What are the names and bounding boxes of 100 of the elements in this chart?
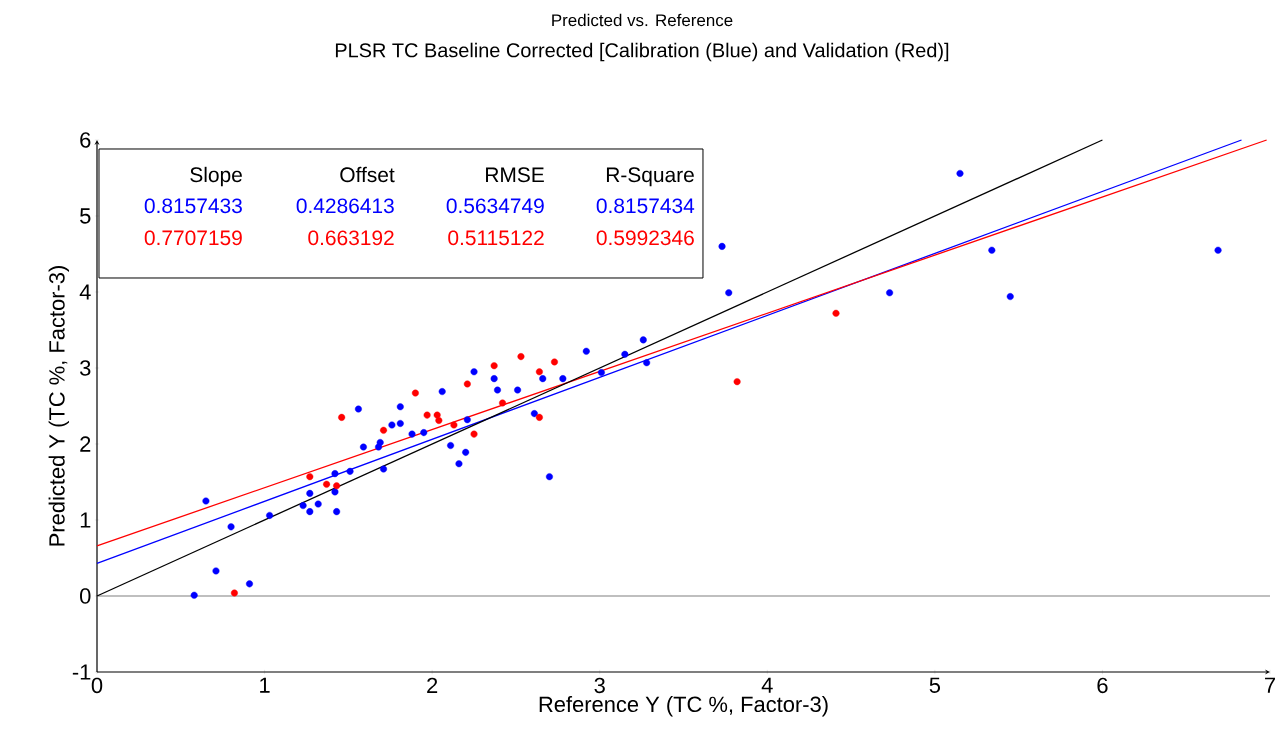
- point: [517, 353, 525, 361]
- point: [230, 589, 238, 597]
- x-tick-label: 3: [594, 677, 605, 694]
- x-tick-label: 7: [1265, 677, 1275, 693]
- annotation: 0.5115122: [448, 230, 544, 246]
- point: [331, 488, 339, 496]
- point: [246, 580, 253, 588]
- annotation: 0.663192: [308, 230, 394, 246]
- point: [331, 470, 339, 478]
- point: [597, 369, 605, 377]
- y-tick-label: 6: [80, 132, 91, 148]
- point: [535, 413, 543, 421]
- annotation: 0.8157434: [596, 198, 695, 214]
- point: [323, 480, 331, 488]
- annotation: 0.5992346: [596, 230, 694, 246]
- y-tick-label: 0: [80, 588, 91, 604]
- x-tick-label: 4: [761, 677, 773, 693]
- point: [470, 368, 478, 376]
- point: [886, 289, 894, 297]
- point: [423, 411, 431, 419]
- annotation: 0.5634749: [446, 198, 544, 214]
- point: [1214, 246, 1222, 254]
- x-tick-label: 0: [91, 677, 103, 694]
- point: [396, 419, 404, 427]
- point: [462, 448, 470, 456]
- point: [514, 386, 522, 394]
- point: [202, 497, 210, 505]
- point: [470, 430, 478, 438]
- point: [559, 375, 567, 383]
- point: [314, 500, 322, 508]
- chart-title: Predicted vs. Reference: [552, 13, 733, 27]
- point: [408, 430, 416, 438]
- point: [530, 410, 538, 418]
- point: [621, 350, 629, 358]
- annotation: R-Square: [606, 167, 694, 187]
- point: [718, 242, 726, 250]
- x-tick-label: 1: [260, 677, 270, 693]
- annotation: 0.7707159: [144, 230, 242, 246]
- x-tick-label: 6: [1097, 677, 1108, 694]
- point: [333, 508, 341, 516]
- point: [346, 467, 354, 475]
- point: [420, 429, 428, 437]
- annotation: Offset: [340, 166, 395, 183]
- point: [435, 416, 443, 424]
- point: [450, 421, 458, 429]
- point: [545, 473, 553, 481]
- y-tick-label: -1: [72, 664, 91, 680]
- point: [438, 388, 446, 396]
- point: [359, 443, 367, 451]
- point: [338, 413, 346, 421]
- point: [733, 378, 741, 386]
- y-tick-label: 4: [79, 284, 91, 300]
- point: [582, 347, 590, 355]
- point: [499, 399, 507, 407]
- annotation: RMSE: [486, 167, 544, 183]
- point: [539, 375, 547, 383]
- x-tick-label: 5: [929, 677, 941, 693]
- point: [490, 375, 498, 383]
- y-tick-label: 2: [80, 436, 91, 452]
- point: [306, 473, 314, 481]
- point: [463, 380, 471, 388]
- point: [411, 389, 419, 397]
- point: [380, 426, 388, 434]
- point: [376, 438, 384, 446]
- chart-subtitle: PLSR TC Baseline Corrected [Calibration (Blue) and Validation (Red)]: [335, 42, 949, 62]
- point: [354, 405, 362, 413]
- point: [490, 362, 498, 370]
- point: [433, 411, 441, 419]
- point: [494, 386, 501, 394]
- y-axis-title: Predicted Y (TC %, Factor-3): [48, 266, 70, 546]
- point: [388, 421, 396, 429]
- point: [212, 567, 220, 575]
- point: [639, 336, 647, 344]
- point: [535, 368, 543, 376]
- point: [956, 169, 964, 177]
- point: [1006, 293, 1014, 301]
- point: [396, 403, 404, 411]
- point: [227, 523, 235, 531]
- point: [299, 502, 307, 510]
- point: [447, 442, 455, 449]
- y-tick-label: 5: [80, 208, 91, 224]
- y-tick-label: 3: [79, 360, 91, 376]
- point: [266, 511, 274, 519]
- x-tick-label: 2: [427, 677, 438, 693]
- point: [190, 591, 198, 599]
- point: [306, 508, 314, 516]
- point: [832, 309, 840, 317]
- annotation: 0.4286413: [296, 198, 394, 214]
- point: [988, 246, 996, 254]
- annotation: Slope: [190, 166, 242, 187]
- point: [643, 359, 651, 367]
- point: [455, 460, 463, 468]
- annotation: 0.8157433: [144, 198, 242, 214]
- point: [550, 358, 558, 366]
- x-axis-title: Reference Y (TC %, Factor-3): [539, 695, 828, 717]
- point: [463, 416, 471, 424]
- point: [725, 289, 733, 297]
- point: [380, 465, 388, 473]
- y-tick-label: 1: [80, 512, 91, 528]
- point: [333, 482, 341, 490]
